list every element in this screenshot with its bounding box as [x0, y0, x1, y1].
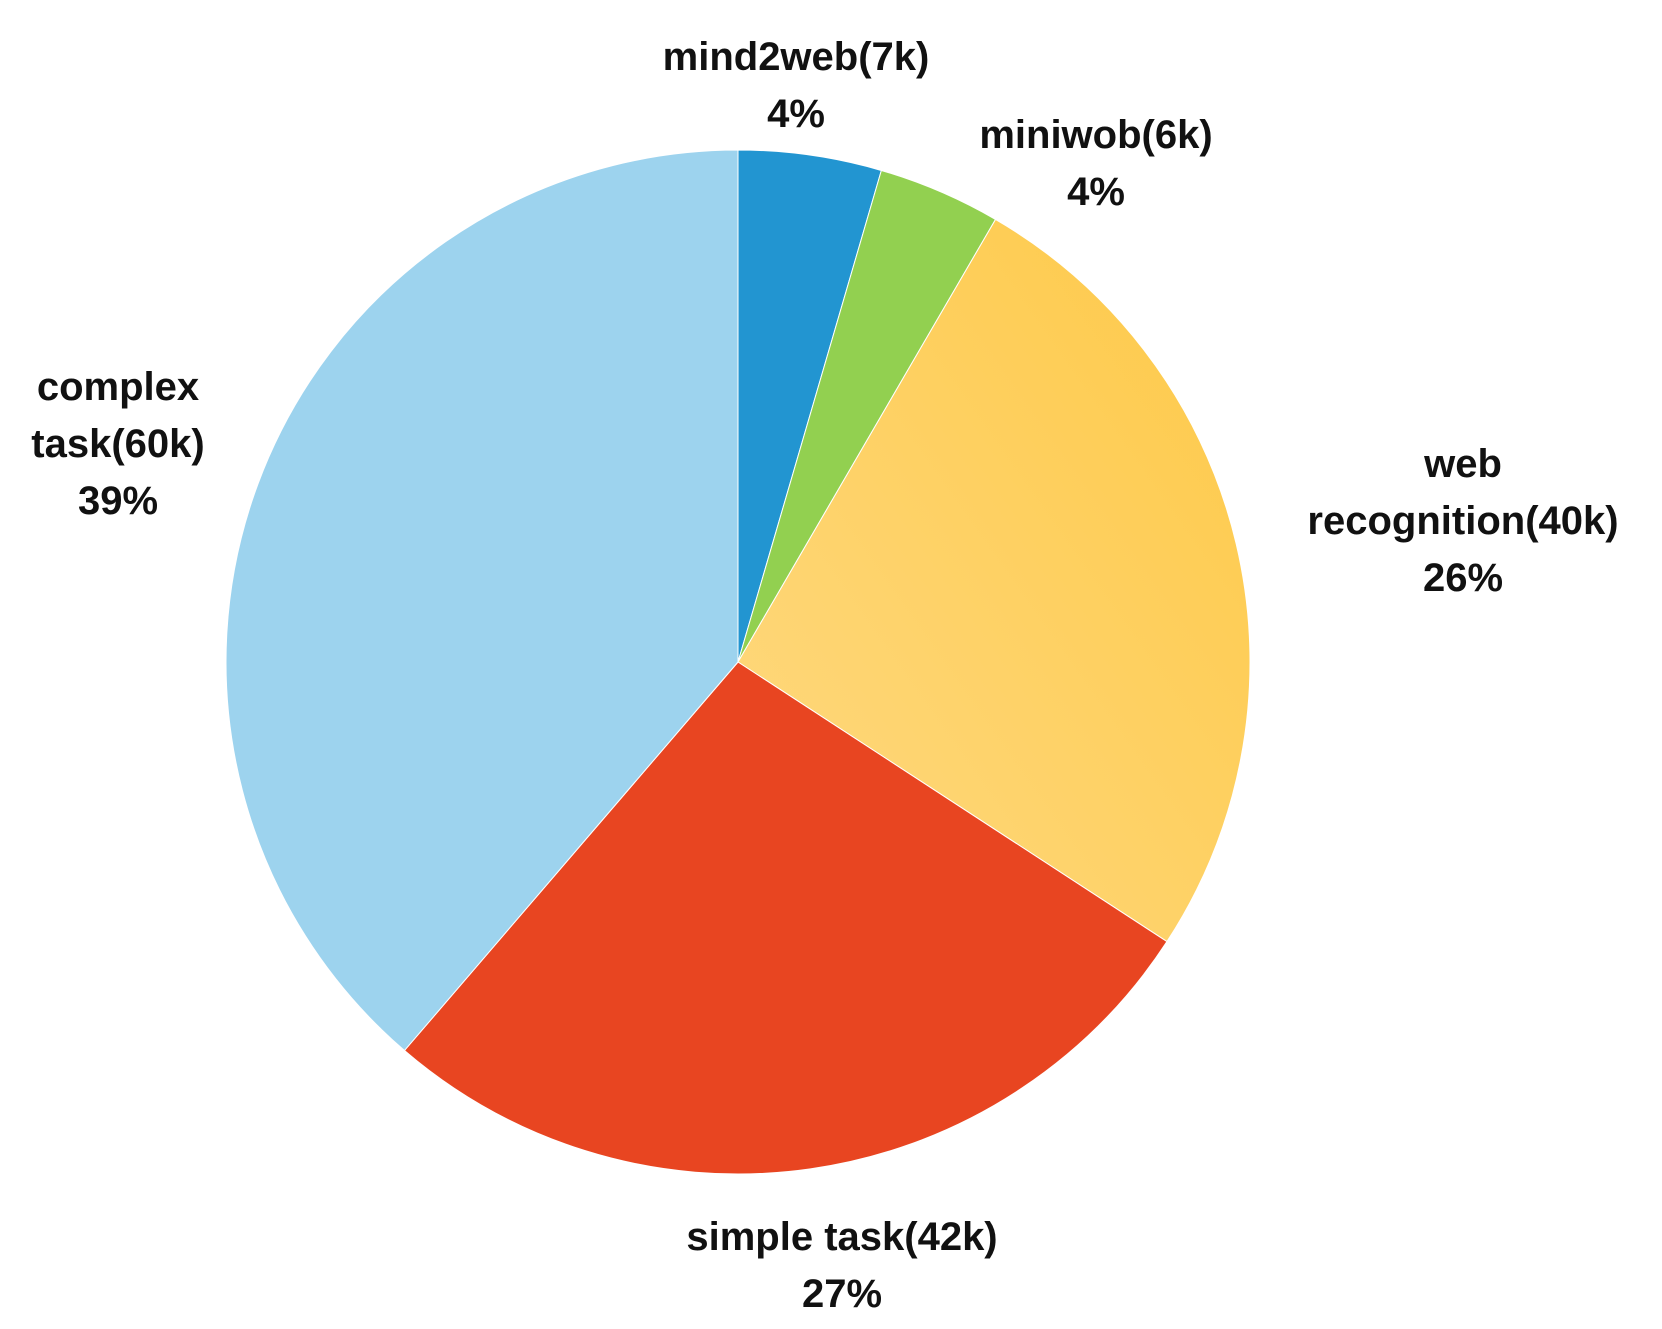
- slice-name-label: mind2web(7k): [663, 35, 930, 79]
- slice-name-label: simple task(42k): [686, 1215, 997, 1259]
- slice-percent-label: 4%: [767, 92, 825, 136]
- pie-labels: mind2web(7k) 4% miniwob(6k) 4% web recognitio…: [31, 35, 1618, 1316]
- slice-percent-label: 27%: [802, 1272, 882, 1316]
- slice-label: simple task(42k) 27%: [686, 1215, 997, 1316]
- slice-name-label: complex: [37, 365, 199, 409]
- slice-percent-label: 4%: [1067, 170, 1125, 214]
- slice-label: complex task(60k) 39%: [31, 365, 204, 523]
- slice-label: mind2web(7k) 4%: [663, 35, 930, 136]
- slice-percent-label: 39%: [78, 479, 158, 523]
- slice-name-label: task(60k): [31, 422, 204, 466]
- slice-name-label: recognition(40k): [1307, 499, 1618, 543]
- slice-name-label: miniwob(6k): [979, 113, 1212, 157]
- pie-slice: [737, 218, 1251, 943]
- slice-percent-label: 26%: [1423, 556, 1503, 600]
- slice-label: web recognition(40k) 26%: [1307, 442, 1618, 600]
- slice-label: miniwob(6k) 4%: [979, 113, 1212, 214]
- pie-slices: [225, 149, 1251, 1175]
- pie-slice: [403, 661, 1168, 1175]
- pie-slice: [225, 149, 739, 1052]
- slice-name-label: web: [1423, 442, 1502, 486]
